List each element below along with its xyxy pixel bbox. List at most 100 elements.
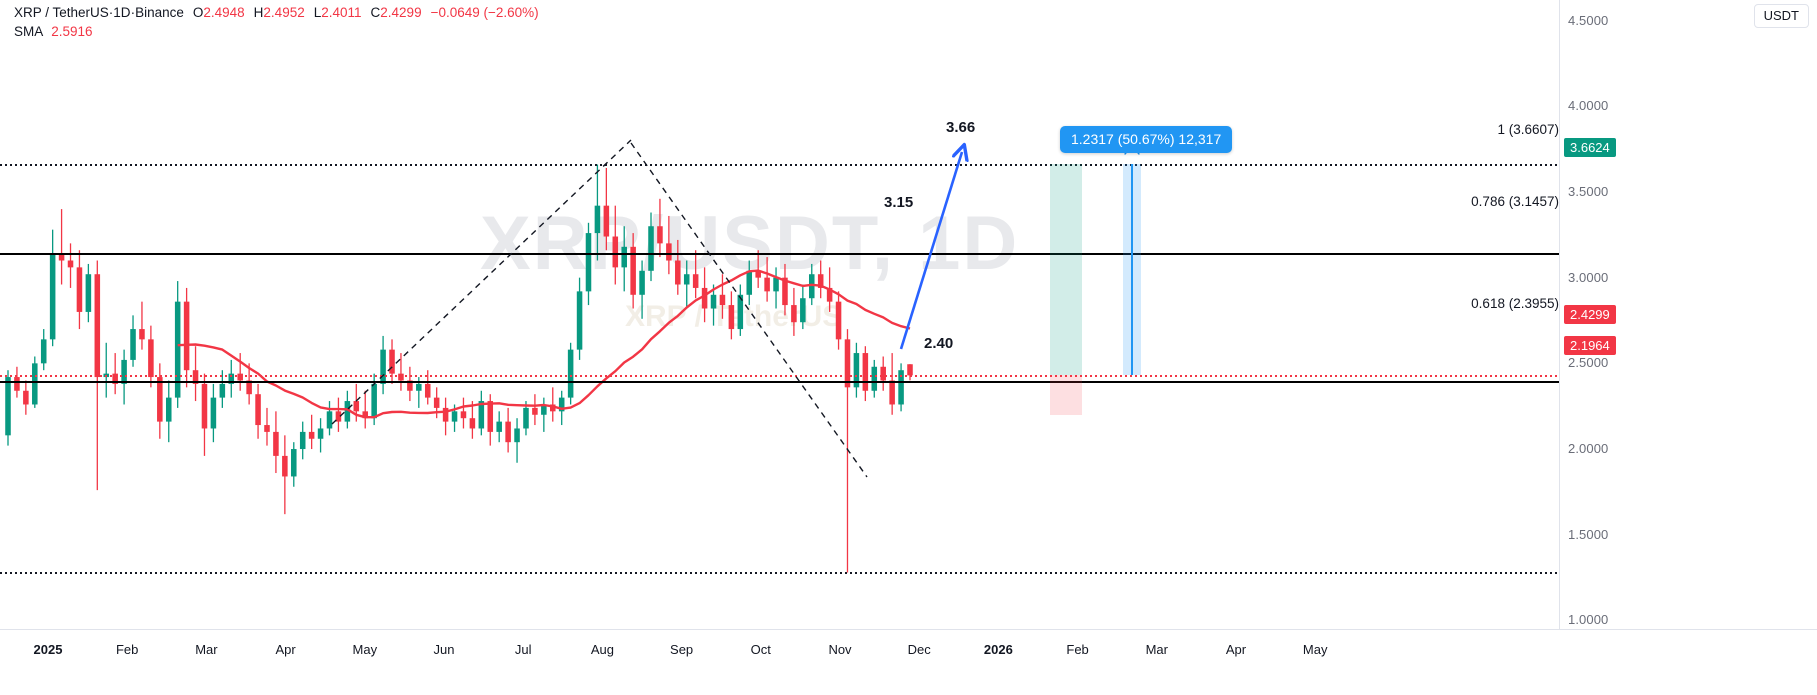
- price-axis[interactable]: USDT 4.5000 4.0000 3.5000 3.0000 2.5000 2.000…: [1559, 0, 1817, 629]
- trend-line-up: [331, 139, 632, 425]
- candle-body: [505, 421, 511, 443]
- long-position-stop-zone[interactable]: [1050, 375, 1082, 416]
- candle-body: [880, 366, 886, 381]
- candle-body: [165, 397, 172, 422]
- time-tick: Feb: [1066, 642, 1089, 657]
- candle-body: [639, 270, 645, 295]
- candle-body: [398, 373, 404, 381]
- candle-body: [121, 359, 127, 384]
- candle-body: [612, 236, 619, 268]
- time-tick: 2025: [33, 642, 63, 657]
- time-tick: Aug: [590, 642, 614, 657]
- candle-body: [58, 253, 65, 261]
- price-tick: 3.5000: [1568, 183, 1609, 199]
- candle-body: [460, 411, 467, 419]
- candle-body: [907, 364, 913, 376]
- candle-body: [183, 301, 190, 371]
- time-tick: Mar: [1145, 642, 1168, 657]
- candle-body: [451, 411, 458, 422]
- price-tick: 4.5000: [1568, 12, 1609, 28]
- price-badge-alert: 2.1964: [1564, 336, 1616, 355]
- candle-body: [380, 349, 386, 384]
- fib-line-0618[interactable]: [0, 381, 1559, 384]
- fib-line-0786[interactable]: [0, 252, 1559, 255]
- candle-body: [862, 353, 869, 391]
- candle-body: [576, 291, 583, 350]
- candle-body: [49, 253, 56, 340]
- candle-body: [469, 418, 476, 429]
- candle-body: [282, 455, 288, 477]
- candle-body: [433, 397, 440, 408]
- time-tick: Nov: [828, 642, 852, 657]
- candle-body: [201, 383, 208, 429]
- measure-tooltip: 1.2317 (50.67%) 12,317: [1060, 126, 1233, 154]
- projection-arrow: [899, 152, 962, 350]
- candle-body: [648, 226, 654, 271]
- candle-body: [317, 428, 324, 439]
- candle-body: [23, 390, 29, 405]
- candle-body: [5, 377, 11, 436]
- fib-label-1: 1 (3.6607): [1497, 122, 1559, 137]
- candle-body: [764, 277, 770, 292]
- annotation-target-315[interactable]: 3.15: [884, 194, 914, 211]
- fib-label-0786: 0.786 (3.1457): [1471, 194, 1559, 209]
- time-tick: May: [1302, 642, 1328, 657]
- candle-body: [496, 421, 502, 432]
- candle-body: [371, 383, 377, 419]
- candle-body: [487, 401, 494, 432]
- time-tick: Apr: [275, 642, 296, 657]
- candle-body: [800, 298, 806, 323]
- candle-body: [308, 431, 315, 439]
- candle-body: [666, 243, 672, 261]
- trend-channel-drawing[interactable]: [0, 0, 1559, 629]
- measure-tool-arrow-drawing: [1124, 145, 1140, 155]
- candle-body: [148, 339, 154, 378]
- candle-body: [353, 401, 360, 412]
- candle-body: [407, 380, 413, 391]
- time-axis[interactable]: 2025 Feb Mar Apr May Jun Jul Aug Sep Oct Nov Dec 202…: [0, 629, 1817, 695]
- candle-body: [40, 339, 47, 364]
- price-badge-high: 3.6624: [1564, 138, 1616, 157]
- fib-line-1[interactable]: [0, 164, 1559, 166]
- candle-body: [335, 411, 342, 422]
- candle-body: [344, 401, 351, 422]
- time-tick: 2026: [983, 642, 1013, 657]
- candle-body: [541, 404, 547, 415]
- candle-body: [442, 407, 449, 422]
- candle-body: [192, 370, 199, 384]
- candle-body: [630, 246, 636, 295]
- candle-body: [728, 305, 735, 330]
- candle-body: [246, 380, 252, 395]
- projection-arrow-drawing[interactable]: [0, 0, 1559, 629]
- candle-body: [755, 270, 761, 278]
- candle-body: [898, 370, 904, 405]
- candle-body: [85, 274, 92, 312]
- candle-body: [621, 246, 627, 268]
- candle-body: [853, 353, 860, 388]
- candle-body: [103, 373, 110, 378]
- candle-body: [683, 274, 690, 285]
- annotation-target-366[interactable]: 3.66: [946, 119, 976, 136]
- candle-body: [782, 277, 788, 306]
- time-tick: Dec: [907, 642, 931, 657]
- time-tick: Oct: [750, 642, 771, 657]
- candle-body: [514, 428, 520, 443]
- candle-body: [237, 373, 243, 381]
- sma-line: [177, 269, 911, 419]
- chart-plot-area[interactable]: XRP/USDT, 1D XRP / TetherUS: [0, 0, 1559, 629]
- long-position-profit-zone[interactable]: [1050, 164, 1082, 376]
- candle-body: [871, 366, 878, 391]
- currency-chip[interactable]: USDT: [1753, 4, 1809, 28]
- candle-body: [228, 373, 235, 384]
- candle-body: [210, 397, 217, 429]
- time-tick: Sep: [670, 642, 694, 657]
- range-low-line[interactable]: [0, 572, 1559, 574]
- candle-body: [299, 431, 306, 450]
- price-tick: 4.0000: [1568, 98, 1609, 114]
- candle-body: [532, 407, 538, 415]
- candle-body: [255, 394, 261, 426]
- candle-body: [844, 339, 851, 388]
- annotation-entry-240[interactable]: 2.40: [924, 335, 954, 352]
- time-tick: Mar: [195, 642, 218, 657]
